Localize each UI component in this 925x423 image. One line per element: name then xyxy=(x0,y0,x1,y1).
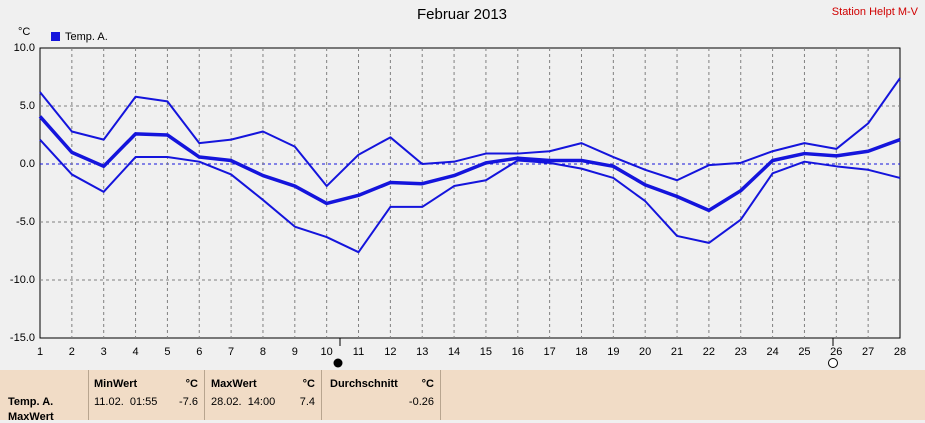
column-header: Durchschnitt xyxy=(330,378,398,390)
x-tick-label: 10 xyxy=(321,346,333,358)
row-label: Temp. A. xyxy=(8,396,54,408)
line-series xyxy=(39,138,901,254)
x-tick-label: 26 xyxy=(830,346,842,358)
y-tick-label: 10.0 xyxy=(14,42,35,54)
x-tick-label: 15 xyxy=(480,346,492,358)
x-tick-label: 4 xyxy=(132,346,138,358)
y-tick-label: 5.0 xyxy=(20,100,35,112)
x-tick-label: 13 xyxy=(416,346,428,358)
stats-panel: Temp. A. MaxWert MinWert °C 11.02. 01:55… xyxy=(0,370,925,423)
column-header: MaxWert xyxy=(211,378,257,390)
column-value: 7.4 xyxy=(299,396,315,408)
x-tick-label: 18 xyxy=(575,346,587,358)
column-value: -0.26 xyxy=(408,396,434,408)
x-tick-label: 11 xyxy=(353,346,364,358)
chart-title: Februar 2013 xyxy=(417,6,507,23)
column-header: MinWert xyxy=(94,378,138,390)
y-tick-label: -15.0 xyxy=(10,332,35,344)
y-tick-label: -10.0 xyxy=(10,274,35,286)
stats-cell: MaxWert °C 28.02. 14:00 7.4 xyxy=(205,370,322,420)
min-marker xyxy=(333,358,343,368)
x-tick-label: 21 xyxy=(671,346,683,358)
column-unit: °C xyxy=(302,378,315,390)
column-unit: °C xyxy=(421,378,434,390)
x-tick-label: 9 xyxy=(292,346,298,358)
station-name: Station Helpt M-V xyxy=(832,6,919,18)
stats-cell: MinWert °C 11.02. 01:55 -7.6 xyxy=(88,370,205,420)
x-tick-label: 6 xyxy=(196,346,202,358)
column-time: 11.02. 01:55 xyxy=(94,396,158,408)
x-tick-label: 20 xyxy=(639,346,651,358)
y-axis-unit: °C xyxy=(18,26,30,38)
stats-label-cell: Temp. A. MaxWert xyxy=(0,370,89,423)
x-tick-label: 14 xyxy=(448,346,460,358)
line-series xyxy=(38,115,901,213)
x-tick-label: 1 xyxy=(37,346,43,358)
column-value: -7.6 xyxy=(179,396,198,408)
plot-area xyxy=(39,47,901,339)
x-tick-label: 23 xyxy=(735,346,747,358)
column-time: 28.02. 14:00 xyxy=(211,396,276,408)
column-unit: °C xyxy=(185,378,198,390)
x-tick-label: 7 xyxy=(228,346,234,358)
x-tick-label: 19 xyxy=(607,346,619,358)
max-marker xyxy=(828,358,838,368)
x-tick-label: 5 xyxy=(164,346,170,358)
x-tick-label: 8 xyxy=(260,346,266,358)
x-tick-label: 28 xyxy=(894,346,906,358)
x-tick-label: 24 xyxy=(766,346,778,358)
chart: Februar 2013 Station Helpt M-V °C Temp. … xyxy=(10,6,919,368)
x-tick-label: 2 xyxy=(69,346,75,358)
x-tick-label: 12 xyxy=(384,346,396,358)
x-tick-label: 22 xyxy=(703,346,715,358)
line-series xyxy=(39,77,901,188)
x-tick-label: 3 xyxy=(101,346,107,358)
legend-swatch xyxy=(51,32,60,41)
stats-cell: Durchschnitt °C -0.26 xyxy=(322,370,441,420)
x-tick-label: 17 xyxy=(544,346,556,358)
x-tick-label: 27 xyxy=(862,346,874,358)
legend-label: Temp. A. xyxy=(65,31,108,43)
x-tick-label: 25 xyxy=(798,346,810,358)
x-tick-label: 16 xyxy=(512,346,524,358)
y-tick-label: 0.0 xyxy=(20,158,35,170)
row-label: MaxWert xyxy=(8,411,54,423)
y-tick-label: -5.0 xyxy=(16,216,35,228)
